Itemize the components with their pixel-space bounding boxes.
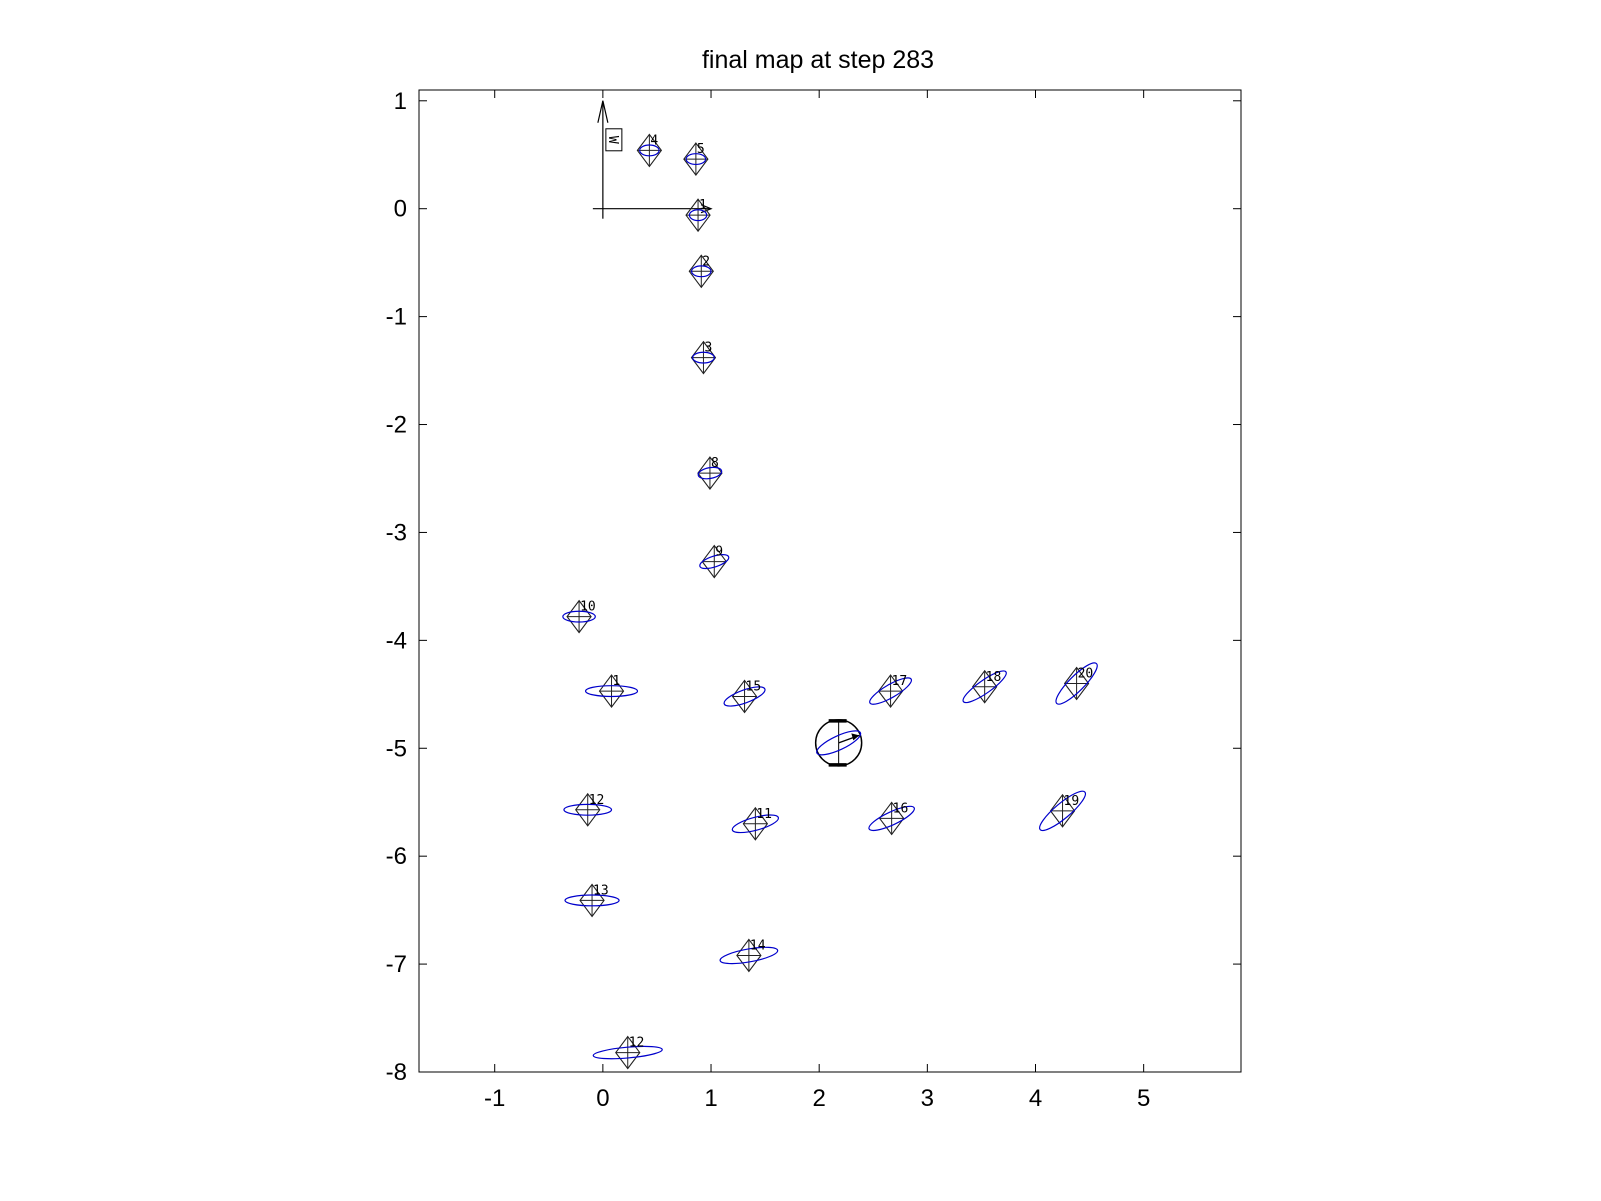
landmark-label: 12 xyxy=(629,1036,645,1051)
landmark: 18 xyxy=(962,670,1007,704)
landmark: 2 xyxy=(688,254,714,289)
origin-frame: W xyxy=(592,100,713,219)
x-tick-label: 1 xyxy=(704,1085,717,1112)
x-tick-label: 3 xyxy=(921,1085,934,1112)
covariance-ellipse xyxy=(731,814,780,834)
covariance-ellipse xyxy=(962,670,1007,704)
x-tick-label: 0 xyxy=(596,1085,609,1112)
y-tick-label: -5 xyxy=(386,735,407,762)
robot-heading-arrow xyxy=(851,733,860,741)
landmark: 5 xyxy=(683,142,709,176)
frame-y-arrow xyxy=(597,100,609,123)
landmark: 11 xyxy=(731,807,780,841)
landmark-label: 18 xyxy=(986,670,1002,685)
landmark: 1 xyxy=(685,198,711,233)
landmark-label: 4 xyxy=(650,133,658,148)
landmark-label: 11 xyxy=(756,807,772,822)
landmark-label: 14 xyxy=(750,938,766,953)
covariance-ellipse xyxy=(685,153,707,166)
landmark-label: 12 xyxy=(589,793,605,808)
landmark: 19 xyxy=(1039,790,1087,832)
landmark-label: 10 xyxy=(580,600,596,615)
covariance-ellipse xyxy=(868,805,915,832)
landmark-label: 17 xyxy=(892,674,908,689)
y-tick-label: -2 xyxy=(386,412,407,439)
landmark-label: 16 xyxy=(893,801,909,816)
covariance-ellipse xyxy=(723,686,766,707)
landmark: 10 xyxy=(562,600,596,634)
landmark-label: 15 xyxy=(746,679,762,694)
landmark: 17 xyxy=(869,674,913,708)
plot-frame xyxy=(418,89,1242,1073)
landmark: 3 xyxy=(690,341,717,375)
chart-title: final map at step 283 xyxy=(702,46,934,74)
landmark-label: 19 xyxy=(1064,794,1080,809)
landmark-label: 9 xyxy=(715,545,723,560)
y-tick-label: -3 xyxy=(386,519,407,546)
x-tick-label: 5 xyxy=(1137,1085,1150,1112)
landmark: 20 xyxy=(1055,662,1098,705)
y-tick-label: -4 xyxy=(386,627,407,654)
covariance-ellipse xyxy=(1055,662,1098,705)
y-tick-label: -6 xyxy=(386,843,407,870)
x-tick-label: 4 xyxy=(1029,1085,1042,1112)
landmark-label: 8 xyxy=(711,456,719,471)
landmark-label: 13 xyxy=(593,883,609,898)
landmark: 12 xyxy=(592,1036,663,1070)
landmark-label: 3 xyxy=(704,341,712,356)
landmark-label: 2 xyxy=(702,254,710,269)
covariance-ellipse xyxy=(584,685,639,698)
covariance-ellipse xyxy=(869,677,913,705)
landmark: 1 xyxy=(584,674,639,708)
robot-covariance-ellipse xyxy=(816,730,862,756)
covariance-ellipse xyxy=(699,554,730,570)
covariance-ellipse xyxy=(562,610,596,623)
landmark-label: 5 xyxy=(697,142,705,157)
covariance-ellipse xyxy=(719,946,779,965)
covariance-ellipse xyxy=(639,144,660,157)
landmark: 14 xyxy=(719,938,779,973)
y-tick-label: -1 xyxy=(386,304,407,331)
y-tick-label: 1 xyxy=(394,88,407,115)
robot-marker xyxy=(814,719,863,767)
plot-axes: -1 0 1 2 3 4 5-8-7-6-5-4-3-2-101 xyxy=(386,88,1242,1112)
covariance-ellipse xyxy=(563,803,613,816)
frame-label-box xyxy=(605,128,623,152)
frame-label: W xyxy=(605,136,620,144)
x-tick-label: -1 xyxy=(484,1085,505,1112)
covariance-ellipse xyxy=(688,209,708,222)
landmark-label: 1 xyxy=(699,198,707,213)
landmark-label: 1 xyxy=(613,674,621,689)
landmark: 16 xyxy=(868,801,915,836)
covariance-ellipse xyxy=(564,894,620,907)
landmark: 4 xyxy=(636,133,663,168)
covariance-ellipse xyxy=(692,351,715,364)
y-tick-label: 0 xyxy=(394,196,407,223)
x-tick-label: 2 xyxy=(813,1085,826,1112)
landmark: 15 xyxy=(723,679,766,714)
landmark: 8 xyxy=(697,456,723,491)
landmark: 9 xyxy=(699,545,730,579)
landmark: 12 xyxy=(563,793,613,827)
landmark: 13 xyxy=(564,883,620,918)
y-tick-label: -8 xyxy=(386,1059,407,1086)
landmark-label: 20 xyxy=(1078,667,1094,682)
covariance-ellipse xyxy=(697,466,723,480)
covariance-ellipse xyxy=(1039,790,1087,832)
covariance-ellipse xyxy=(592,1045,663,1060)
covariance-ellipse xyxy=(690,265,712,278)
y-tick-label: -7 xyxy=(386,951,407,978)
